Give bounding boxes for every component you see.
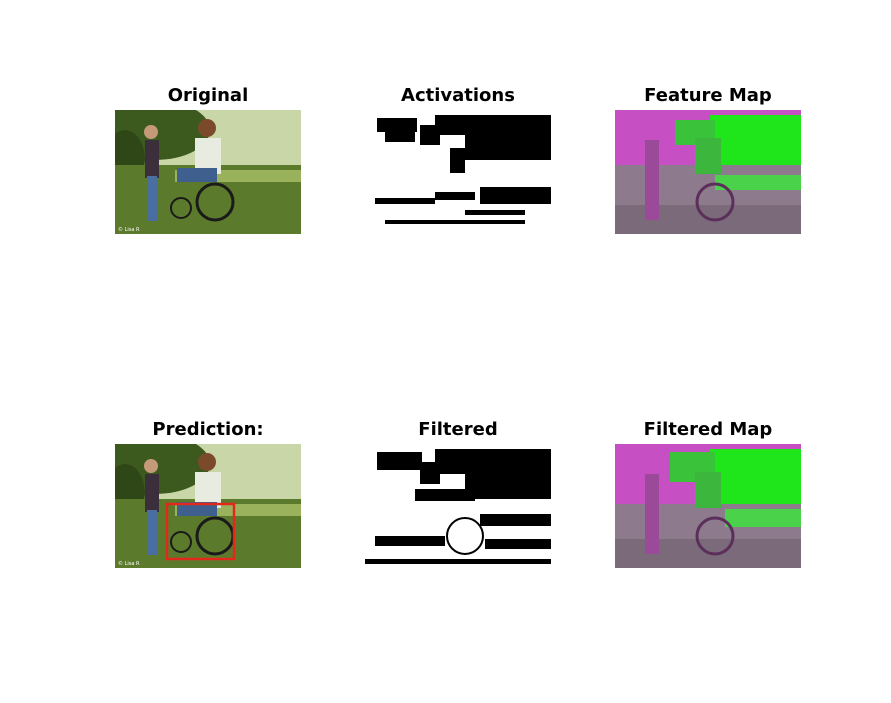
feature-map-image — [615, 110, 801, 234]
filtered-map-image — [615, 444, 801, 568]
prediction-photo: © Lisa R — [115, 444, 301, 568]
panel-title: Activations — [401, 85, 515, 106]
panel-title: Original — [167, 85, 249, 106]
svg-text:© Lisa R: © Lisa R — [118, 560, 140, 567]
svg-text:© Lisa R: © Lisa R — [118, 226, 140, 233]
prediction-bounding-box — [165, 502, 236, 561]
panel-title: Filtered — [418, 419, 498, 440]
panel-title: Filtered Map — [643, 419, 773, 440]
panel-title: Feature Map — [644, 85, 772, 106]
activations-mask — [365, 110, 551, 234]
panel-title: Prediction: — [152, 419, 264, 440]
filtered-mask — [365, 444, 551, 568]
original-photo: © Lisa R — [115, 110, 301, 234]
